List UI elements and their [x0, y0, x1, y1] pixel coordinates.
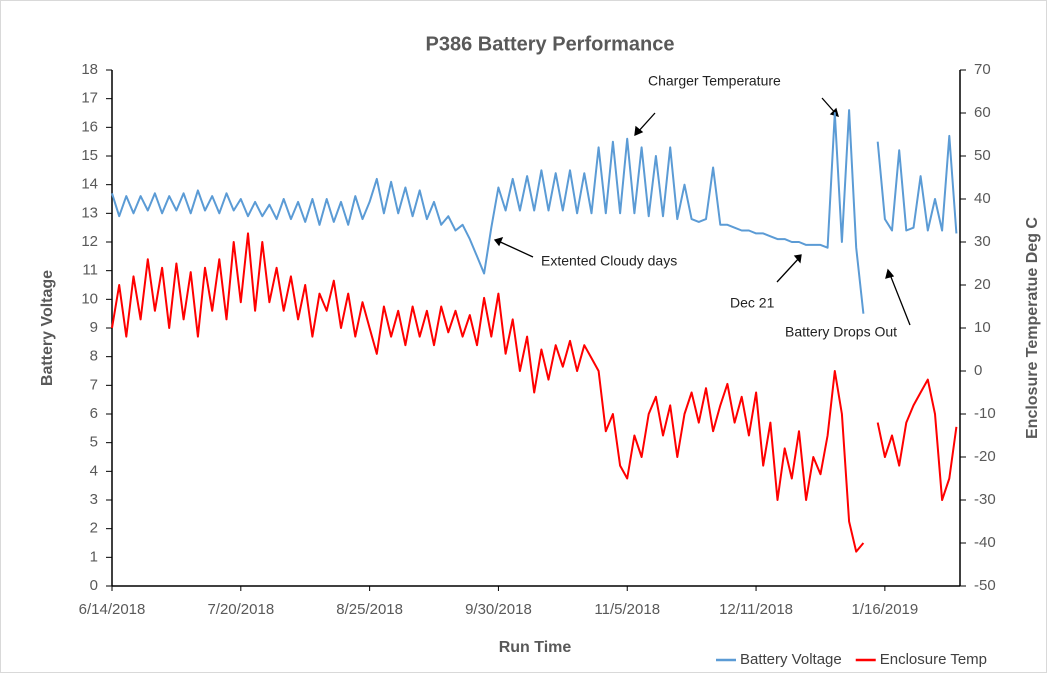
y-axis-title: Battery Voltage: [39, 270, 56, 386]
y-tick-label: 5: [90, 434, 98, 451]
annotation: Dec 21: [730, 295, 775, 311]
x-tick-label: 8/25/2018: [336, 601, 403, 618]
y-tick-label: 11: [82, 262, 98, 279]
arrow: [495, 239, 534, 258]
y2-tick-label: 30: [974, 233, 991, 250]
y-tick-label: 2: [90, 520, 98, 537]
y2-tick-label: 50: [974, 147, 991, 164]
y2-tick-label: -10: [974, 405, 996, 422]
y-tick-label: 4: [90, 462, 98, 479]
y-tick-label: 15: [81, 147, 98, 164]
arrow-head: [885, 268, 895, 279]
y2-tick-label: 10: [974, 319, 991, 336]
y-tick-label: 18: [81, 61, 98, 78]
arrow-head: [793, 254, 802, 264]
annotation: Extented Cloudy days: [541, 253, 677, 269]
y2-tick-label: 0: [974, 362, 982, 379]
chart-title: P386 Battery Performance: [425, 33, 674, 55]
y-tick-label: 3: [90, 491, 98, 508]
y2-tick-label: 20: [974, 276, 991, 293]
x-axis-title: Run Time: [499, 639, 572, 656]
data-line: [111, 109, 958, 314]
y-tick-label: 8: [90, 348, 98, 365]
arrow: [776, 256, 801, 283]
y-tick-label: 17: [81, 90, 98, 107]
y2-tick-label: -50: [974, 577, 996, 594]
y2-tick-label: -40: [974, 534, 996, 551]
x-tick-label: 12/11/2018: [719, 601, 793, 618]
y-tick-label: 10: [81, 290, 98, 307]
y-tick-label: 13: [81, 204, 98, 221]
arrow: [888, 271, 911, 326]
legend-label: Enclosure Temp: [880, 651, 987, 668]
legend-label: Battery Voltage: [740, 651, 842, 668]
annotation: Battery Drops Out: [785, 324, 897, 340]
x-tick-label: 1/16/2019: [851, 601, 918, 618]
y-tick-label: 16: [81, 118, 98, 135]
y-tick-label: 14: [81, 176, 98, 193]
annotation: Charger Temperature: [648, 73, 781, 89]
y-tick-label: 0: [90, 577, 98, 594]
y2-axis-title: Enclosure Temperatue Deg C: [1024, 217, 1041, 439]
x-tick-label: 9/30/2018: [465, 601, 532, 618]
x-tick-label: 7/20/2018: [207, 601, 274, 618]
y2-tick-label: -20: [974, 448, 996, 465]
y2-tick-label: 40: [974, 190, 991, 207]
y-tick-label: 9: [90, 319, 98, 336]
y2-tick-label: 60: [974, 104, 991, 121]
y2-tick-label: -30: [974, 491, 996, 508]
x-tick-label: 6/14/2018: [79, 601, 146, 618]
arrow-head: [634, 125, 644, 137]
y-tick-label: 7: [90, 376, 98, 393]
y-tick-label: 12: [81, 233, 98, 250]
arrow-head: [493, 236, 504, 247]
data-line: [111, 232, 958, 553]
x-tick-label: 11/5/2018: [594, 601, 660, 618]
y-tick-label: 6: [90, 405, 98, 422]
y-tick-label: 1: [90, 548, 98, 565]
y2-tick-label: 70: [974, 61, 991, 78]
